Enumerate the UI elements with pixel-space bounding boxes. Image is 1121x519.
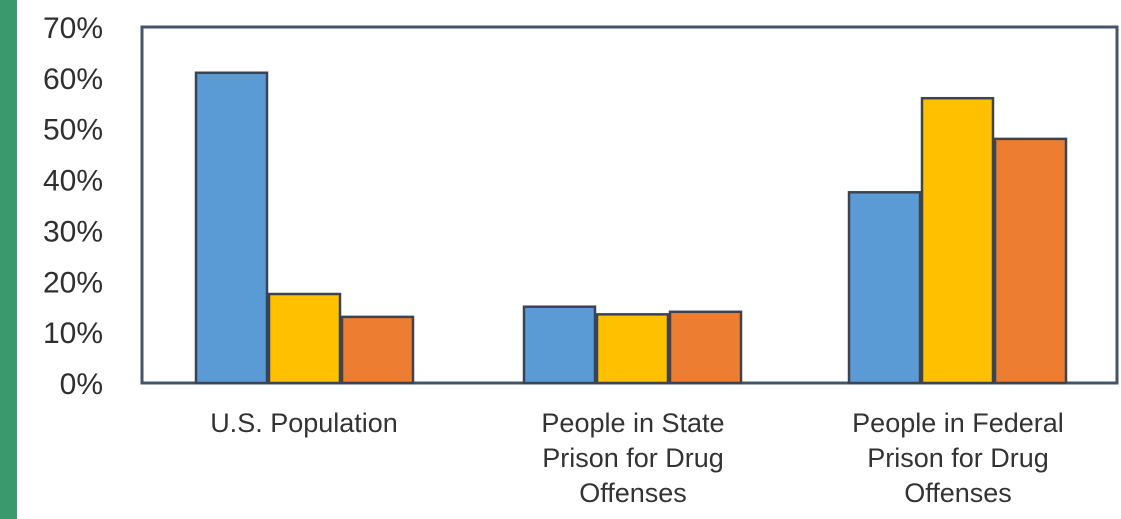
x-category-label-line: Offenses [579,478,687,508]
bar-orange-group-1 [340,315,415,385]
x-category-label-line: U.S. Population [210,408,398,438]
y-tick-label: 10% [43,317,103,350]
bar-blue-group-2 [522,305,597,385]
y-tick-label: 50% [43,114,103,147]
x-category-label: People in State Prison for Drug Offenses [541,408,724,508]
y-tick-label: 40% [43,165,103,198]
bar-yellow-group-3 [920,96,995,385]
y-tick-label: 70% [43,12,103,45]
y-tick-label: 20% [43,266,103,299]
x-category-label-line: Prison for Drug [867,443,1049,473]
bar-blue-group-3 [847,191,922,385]
y-tick-label: 30% [43,215,103,248]
bar-blue-group-1 [194,71,269,385]
x-axis-tick-labels: U.S. Population People in State Prison for… [210,408,1064,508]
x-category-label-line: People in Federal [852,408,1064,438]
y-axis-tick-labels: 0% 10% 20% 30% 40% 50% 60% 70% [43,12,103,401]
x-category-label-line: Prison for Drug [542,443,724,473]
bar-orange-group-2 [668,310,743,385]
x-category-label-line: Offenses [904,478,1012,508]
bar-yellow-group-1 [267,292,342,385]
left-accent-stripe [0,0,17,519]
bar-orange-group-3 [993,137,1068,385]
y-tick-label: 0% [60,368,103,401]
bar-yellow-group-2 [595,313,670,385]
y-tick-label: 60% [43,63,103,96]
x-category-label: U.S. Population [210,408,398,438]
bars-group [194,71,1068,385]
x-category-label-line: People in State [541,408,724,438]
x-category-label: People in Federal Prison for Drug Offenses [852,408,1064,508]
